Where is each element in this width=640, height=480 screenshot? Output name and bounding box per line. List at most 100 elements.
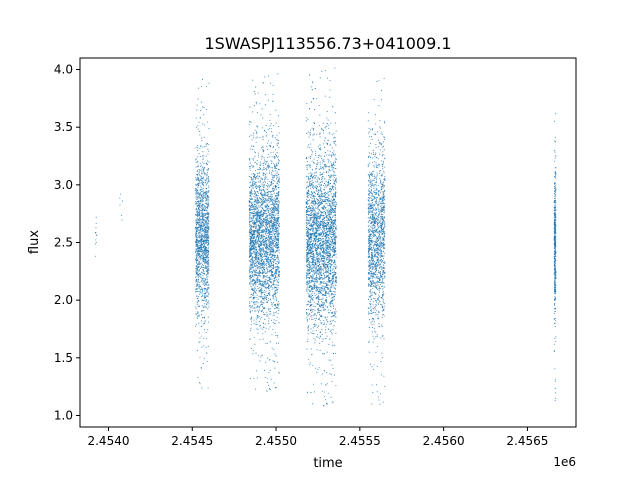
data-point	[252, 187, 255, 189]
data-point	[274, 294, 276, 296]
data-point	[268, 233, 270, 235]
data-point	[206, 291, 208, 293]
data-point	[273, 312, 275, 314]
data-point	[266, 172, 268, 174]
data-point	[334, 164, 336, 167]
data-point	[198, 203, 200, 205]
data-point	[265, 258, 267, 260]
data-point	[205, 235, 207, 237]
data-point	[261, 310, 263, 312]
data-point	[206, 163, 209, 166]
data-point	[277, 257, 279, 259]
data-point	[249, 235, 251, 237]
data-point	[273, 180, 275, 182]
data-point	[203, 245, 205, 247]
data-point	[196, 257, 198, 259]
data-point	[255, 264, 257, 266]
data-point	[318, 314, 321, 316]
data-point	[251, 263, 253, 265]
data-point	[254, 161, 256, 164]
data-point	[251, 264, 253, 267]
data-point	[201, 173, 203, 175]
data-point	[267, 142, 269, 144]
data-point	[249, 243, 251, 245]
data-point	[270, 190, 272, 193]
data-point	[262, 261, 264, 264]
data-point	[254, 247, 256, 249]
data-point	[266, 281, 268, 283]
data-point	[206, 218, 208, 220]
data-point	[208, 187, 210, 189]
data-point	[257, 250, 259, 253]
data-point	[204, 261, 207, 263]
data-point	[197, 156, 199, 158]
data-point	[271, 216, 273, 218]
data-point	[266, 390, 268, 392]
data-point	[266, 219, 268, 221]
data-point	[252, 181, 254, 183]
data-point	[205, 162, 207, 164]
data-point	[203, 260, 205, 262]
data-point	[198, 314, 200, 316]
data-point	[252, 217, 254, 219]
data-point	[268, 241, 270, 243]
data-point	[198, 210, 200, 212]
data-point	[205, 179, 207, 181]
data-point	[264, 296, 266, 298]
data-point	[271, 200, 273, 202]
data-point	[200, 201, 202, 203]
data-point	[268, 323, 270, 325]
data-point	[206, 175, 208, 177]
data-point	[207, 257, 209, 259]
data-point	[275, 245, 277, 247]
data-point	[271, 304, 273, 306]
data-point	[204, 193, 206, 195]
data-point	[195, 254, 198, 256]
data-point	[276, 223, 278, 225]
data-point	[249, 259, 251, 261]
data-point	[263, 250, 265, 252]
data-point	[205, 247, 207, 249]
data-point	[269, 228, 272, 230]
data-point	[265, 327, 267, 329]
data-point	[267, 315, 269, 317]
data-point	[203, 316, 205, 318]
data-point	[204, 263, 206, 265]
data-point	[262, 333, 264, 335]
data-point	[198, 293, 201, 295]
data-point	[251, 280, 253, 282]
data-point	[200, 196, 202, 199]
data-point	[269, 278, 271, 281]
data-point	[266, 243, 268, 245]
data-point	[278, 159, 280, 161]
data-point	[268, 128, 270, 130]
data-point	[272, 360, 274, 362]
data-point	[271, 203, 273, 205]
data-point	[205, 230, 207, 233]
data-point	[270, 248, 272, 250]
data-point	[272, 329, 274, 331]
data-point	[199, 289, 201, 291]
data-point	[278, 195, 280, 197]
data-point	[253, 201, 255, 203]
data-point	[274, 284, 276, 286]
data-point	[201, 287, 203, 289]
data-point	[274, 239, 276, 241]
data-point	[276, 232, 278, 234]
data-point	[255, 204, 257, 206]
data-point	[276, 234, 278, 236]
data-point	[268, 384, 270, 386]
data-point	[198, 169, 200, 171]
data-point	[250, 324, 252, 326]
data-point	[251, 179, 253, 181]
data-point	[262, 200, 264, 202]
data-point	[254, 253, 256, 255]
data-point	[202, 220, 204, 222]
data-point	[264, 195, 266, 197]
data-point	[253, 105, 255, 107]
data-point	[195, 207, 197, 209]
data-point	[256, 255, 258, 257]
data-point	[273, 304, 275, 306]
data-point	[196, 249, 198, 251]
data-point	[195, 193, 197, 195]
